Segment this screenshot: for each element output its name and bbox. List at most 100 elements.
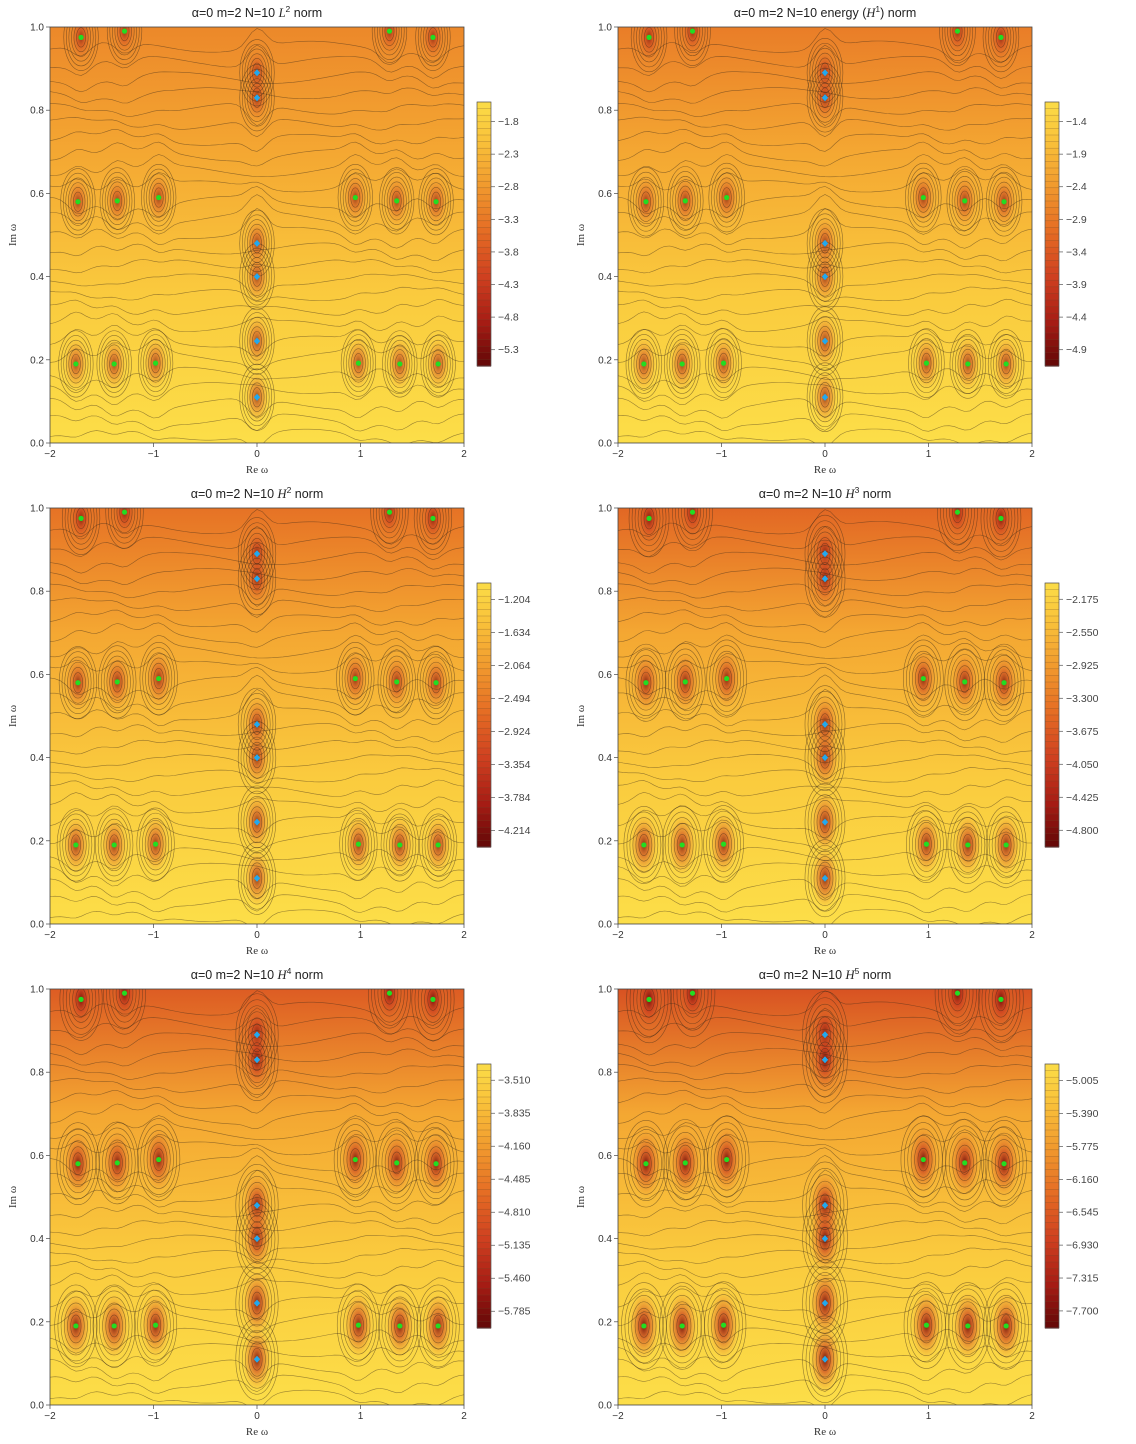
green-eigenvalue-point <box>115 198 120 203</box>
green-eigenvalue-point <box>353 1157 358 1162</box>
colorbar-band <box>1045 274 1059 281</box>
colorbar-tick-label: −6.930 <box>1066 1240 1099 1252</box>
green-eigenvalue-point <box>78 997 83 1002</box>
y-axis-label: Im ω <box>7 1186 19 1208</box>
y-tick-label: 0.6 <box>598 189 612 200</box>
colorbar-tick-label: −2.550 <box>1066 627 1099 639</box>
colorbar-band <box>1045 359 1059 366</box>
colorbar-band <box>1045 662 1059 669</box>
colorbar-tick-label: −5.3 <box>498 344 519 356</box>
green-eigenvalue-point <box>921 1157 926 1162</box>
colorbar-band <box>477 1110 491 1117</box>
green-eigenvalue-point <box>387 991 392 996</box>
y-tick-label: 1.0 <box>598 23 612 34</box>
colorbar-band <box>1045 814 1059 821</box>
colorbar-band <box>477 1064 491 1071</box>
green-eigenvalue-point <box>965 1323 970 1328</box>
green-eigenvalue-point <box>690 991 695 996</box>
y-tick-label: 1.0 <box>598 985 612 996</box>
colorbar-band <box>1045 181 1059 188</box>
colorbar-band <box>1045 768 1059 775</box>
x-tick-label: 1 <box>926 449 932 460</box>
colorbar-band <box>1045 168 1059 175</box>
y-tick-label: 0.0 <box>598 1401 612 1412</box>
green-eigenvalue-point <box>998 516 1003 521</box>
chart-title: α=0 m=2 N=10 H4 norm <box>191 966 324 982</box>
green-eigenvalue-point <box>955 991 960 996</box>
colorbar-tick-label: −1.4 <box>1066 116 1087 128</box>
colorbar-tick-label: −4.425 <box>1066 792 1099 804</box>
contour-plot-h3: −2 −1 0 1 20.00.20.40.60.81.0Re ωIm ωα=0 m=2… <box>568 481 1136 962</box>
colorbar-band <box>477 326 491 333</box>
colorbar-band <box>1045 102 1059 109</box>
colorbar-band <box>477 142 491 149</box>
colorbar-band <box>477 287 491 294</box>
colorbar-band <box>477 214 491 221</box>
colorbar-band <box>477 1262 491 1269</box>
green-eigenvalue-point <box>153 1323 158 1328</box>
colorbar-band <box>477 761 491 768</box>
y-tick-label: 0.8 <box>30 106 44 117</box>
colorbar-band <box>477 603 491 610</box>
x-tick-label: 2 <box>461 930 467 941</box>
y-tick-label: 1.0 <box>30 985 44 996</box>
green-eigenvalue-point <box>356 361 361 366</box>
colorbar-band <box>477 774 491 781</box>
green-eigenvalue-point <box>436 361 441 366</box>
colorbar-band <box>477 1117 491 1124</box>
colorbar-band <box>477 702 491 709</box>
colorbar-tick-label: −4.3 <box>498 279 519 291</box>
green-eigenvalue-point <box>356 842 361 847</box>
colorbar-band <box>477 122 491 129</box>
colorbar-band <box>477 1077 491 1084</box>
colorbar-tick-label: −3.9 <box>1066 279 1087 291</box>
colorbar-band <box>477 135 491 142</box>
colorbar-band <box>1045 669 1059 676</box>
x-tick-label: 1 <box>926 1411 932 1422</box>
green-eigenvalue-point <box>998 997 1003 1002</box>
colorbar-band <box>1045 175 1059 182</box>
colorbar-band <box>1045 1170 1059 1177</box>
colorbar-band <box>477 715 491 722</box>
green-eigenvalue-point <box>156 195 161 200</box>
chart-title: α=0 m=2 N=10 H5 norm <box>759 966 892 982</box>
colorbar-band <box>1045 1275 1059 1282</box>
green-eigenvalue-point <box>356 1323 361 1328</box>
colorbar-band <box>477 1137 491 1144</box>
y-tick-label: 0.4 <box>30 272 44 283</box>
colorbar-band <box>1045 642 1059 649</box>
green-eigenvalue-point <box>921 195 926 200</box>
green-eigenvalue-point <box>112 361 117 366</box>
panel-h3-norm: −2 −1 0 1 2 0.0 0.2 0.4 0.6 0.8 1.0 Re ω Im ω α=0 m=2… <box>568 481 1136 962</box>
colorbar-band <box>1045 148 1059 155</box>
colorbar-band <box>1045 636 1059 643</box>
chart-title: α=0 m=2 N=10 energy (H1) norm <box>734 4 917 20</box>
x-tick-label: −1 <box>716 930 728 941</box>
colorbar-band <box>1045 353 1059 360</box>
colorbar-band <box>477 340 491 347</box>
colorbar-band <box>1045 1269 1059 1276</box>
y-tick-label: 0.2 <box>30 836 44 847</box>
y-axis-label: Im ω <box>575 705 587 727</box>
colorbar-tick-label: −3.354 <box>498 759 531 771</box>
colorbar-band <box>477 662 491 669</box>
colorbar-band <box>477 280 491 287</box>
colorbar-band <box>477 1242 491 1249</box>
colorbar-band <box>1045 280 1059 287</box>
colorbar-band <box>1045 128 1059 135</box>
colorbar-band <box>477 194 491 201</box>
panel-l2-norm: −2 −1 0 1 2 0.0 0.2 0.4 0.6 0.8 1.0 Re ω Im ω α=0 m=2… <box>0 0 568 481</box>
plot-area <box>618 0 1032 447</box>
green-eigenvalue-point <box>78 516 83 521</box>
green-eigenvalue-point <box>353 195 358 200</box>
colorbar-band <box>477 227 491 234</box>
colorbar-band <box>1045 1282 1059 1289</box>
colorbar-tick-label: −2.9 <box>1066 214 1087 226</box>
colorbar-band <box>1045 247 1059 254</box>
colorbar-tick-label: −4.9 <box>1066 344 1087 356</box>
colorbar-band <box>477 1097 491 1104</box>
colorbar-band <box>1045 682 1059 689</box>
colorbar-band <box>1045 722 1059 729</box>
colorbar-band <box>1045 1097 1059 1104</box>
green-eigenvalue-point <box>1001 1161 1006 1166</box>
